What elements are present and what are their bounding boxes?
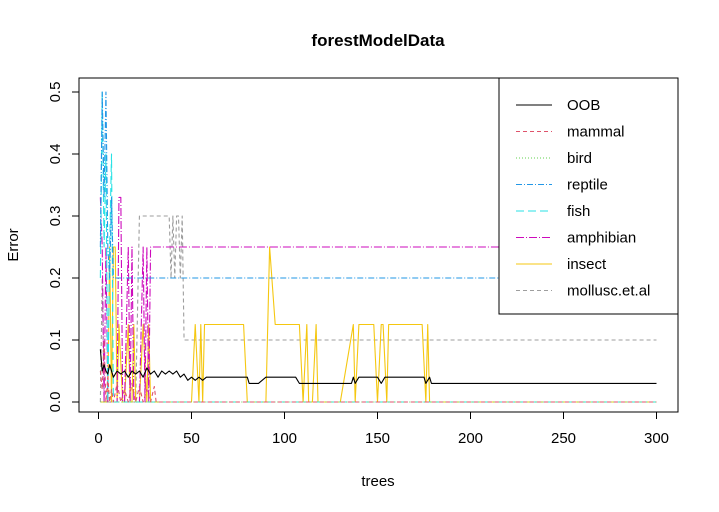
legend-box <box>498 77 679 315</box>
x-axis: 0 50 100 150 200 250 300 <box>94 411 669 447</box>
series-line-amphibian <box>99 196 657 403</box>
series-layer <box>99 91 657 403</box>
x-tick-label: 200 <box>458 430 483 447</box>
x-axis-label: trees <box>361 473 394 490</box>
series-line-mollusc-et-al <box>99 215 657 403</box>
series-line-oob <box>99 349 657 384</box>
y-axis: 0.0 0.1 0.2 0.3 0.4 0.5 <box>47 82 80 413</box>
y-tick-label: 0.0 <box>47 392 64 413</box>
legend-label: mollusc.et.al <box>567 283 650 300</box>
series-line-mammal <box>99 339 657 403</box>
legend-label: OOB <box>567 97 600 114</box>
x-tick-label: 50 <box>183 430 200 447</box>
x-tick-label: 150 <box>365 430 390 447</box>
legend-items: OOB mammal bird reptile fish amphibian insect m… <box>516 97 650 300</box>
legend-label: reptile <box>567 177 608 194</box>
chart-title: forestModelData <box>311 31 445 50</box>
legend-label: fish <box>567 203 590 220</box>
legend-label: mammal <box>567 124 625 141</box>
y-tick-label: 0.3 <box>47 206 64 227</box>
x-tick-label: 100 <box>272 430 297 447</box>
series-line-reptile <box>99 91 657 279</box>
y-tick-label: 0.2 <box>47 268 64 289</box>
y-tick-label: 0.4 <box>47 144 64 165</box>
legend: OOB mammal bird reptile fish amphibian insect m… <box>498 77 679 315</box>
x-tick-label: 300 <box>644 430 669 447</box>
legend-label: amphibian <box>567 230 636 247</box>
series-line-fish <box>99 91 657 403</box>
x-tick-label: 0 <box>94 430 102 447</box>
y-tick-label: 0.1 <box>47 330 64 351</box>
y-tick-label: 0.5 <box>47 82 64 103</box>
x-tick-label: 250 <box>551 430 576 447</box>
y-axis-label: Error <box>5 228 22 261</box>
legend-label: bird <box>567 150 592 167</box>
legend-label: insect <box>567 256 607 273</box>
